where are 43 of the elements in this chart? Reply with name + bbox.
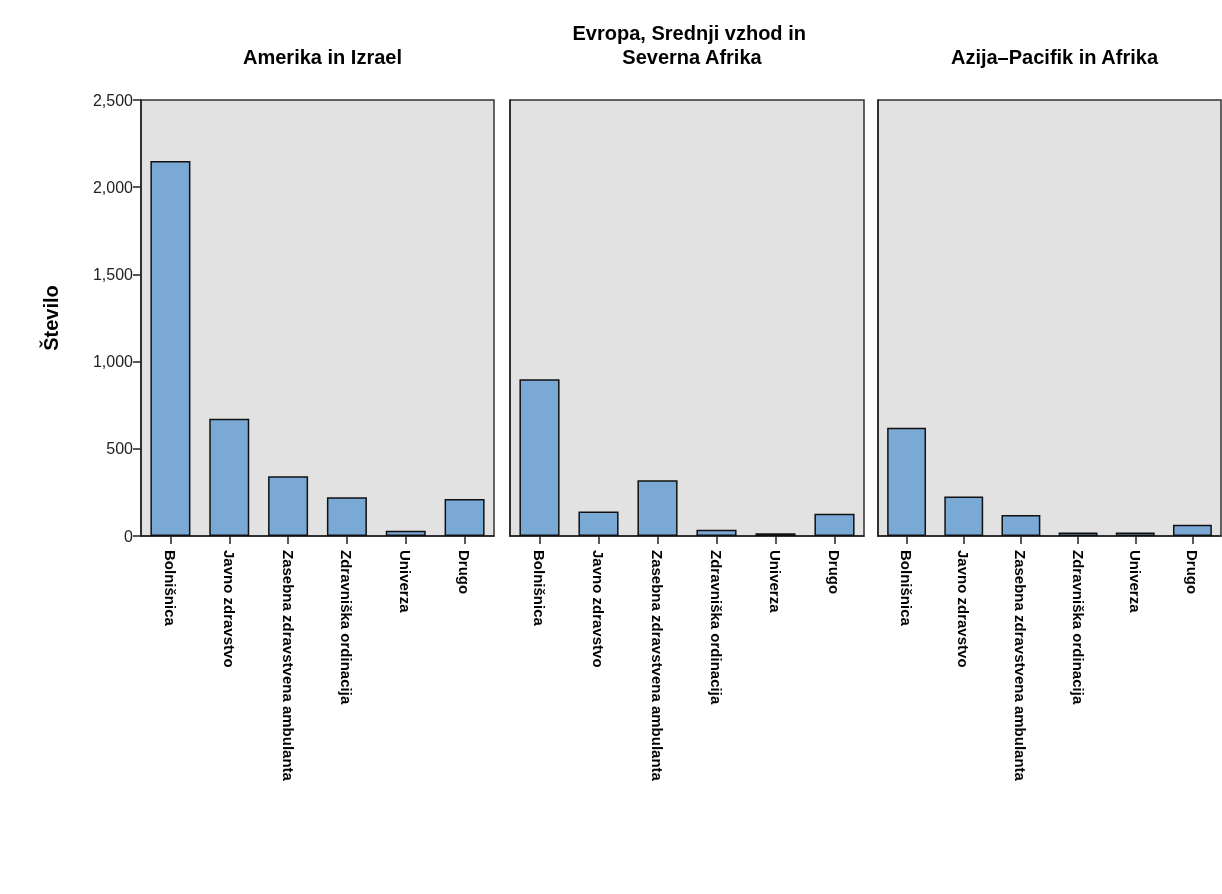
bar	[887, 427, 927, 536]
bar	[326, 497, 367, 536]
bar	[444, 499, 485, 536]
x-tick-label: Zdravniška ordinacija	[708, 550, 725, 705]
y-tick-label: 500	[106, 440, 134, 458]
x-tick-label: Zdravniška ordinacija	[1069, 550, 1087, 705]
x-tick-label: Zasebna zdravstvena ambulanta	[279, 550, 297, 782]
bar	[519, 379, 560, 536]
y-tick-label: 2,500	[92, 91, 134, 109]
x-tick-label: Drugo	[826, 550, 843, 595]
y-axis-title: Število	[39, 285, 62, 351]
y-tick-label: 1,000	[92, 353, 134, 371]
x-tick-label: Univerza	[397, 550, 415, 614]
x-tick-label: Javno zdravstvo	[955, 550, 973, 668]
x-tick-label: Univerza	[767, 550, 784, 614]
chart-title: Azija–Pacifik in Afrika	[950, 46, 1159, 68]
x-tick-label: Zdravniška ordinacija	[338, 550, 356, 705]
bar	[637, 480, 678, 536]
x-tick-label: Zasebna zdravstvena ambulanta	[649, 550, 666, 782]
y-tick-label: 0	[124, 527, 134, 545]
x-tick-label: Javno zdravstvo	[220, 550, 238, 668]
x-tick-label: Drugo	[1183, 550, 1201, 595]
x-tick-label: Bolnišnica	[898, 550, 916, 627]
bar	[944, 496, 984, 536]
chart-title: Amerika in Izrael	[243, 46, 402, 68]
bar	[814, 513, 855, 536]
bar	[1001, 514, 1041, 536]
bar	[150, 161, 191, 536]
x-tick-label: Univerza	[1126, 550, 1144, 614]
x-tick-label: Drugo	[456, 550, 474, 595]
x-tick-label: Bolnišnica	[161, 550, 179, 627]
bar	[1172, 524, 1212, 536]
x-tick-label: Zasebna zdravstvena ambulanta	[1012, 550, 1030, 782]
bar	[578, 511, 619, 536]
bar	[385, 530, 426, 536]
x-tick-label: Bolnišnica	[531, 550, 548, 627]
bar	[209, 418, 250, 536]
y-tick-label: 2,000	[92, 178, 134, 196]
bar	[268, 476, 309, 536]
x-tick-label: Javno zdravstvo	[590, 550, 607, 668]
y-tick-label: 1,500	[92, 265, 134, 283]
chart-title: Evropa, Srednji vzhod in Severna Afrika	[572, 22, 812, 68]
bar	[696, 529, 737, 536]
